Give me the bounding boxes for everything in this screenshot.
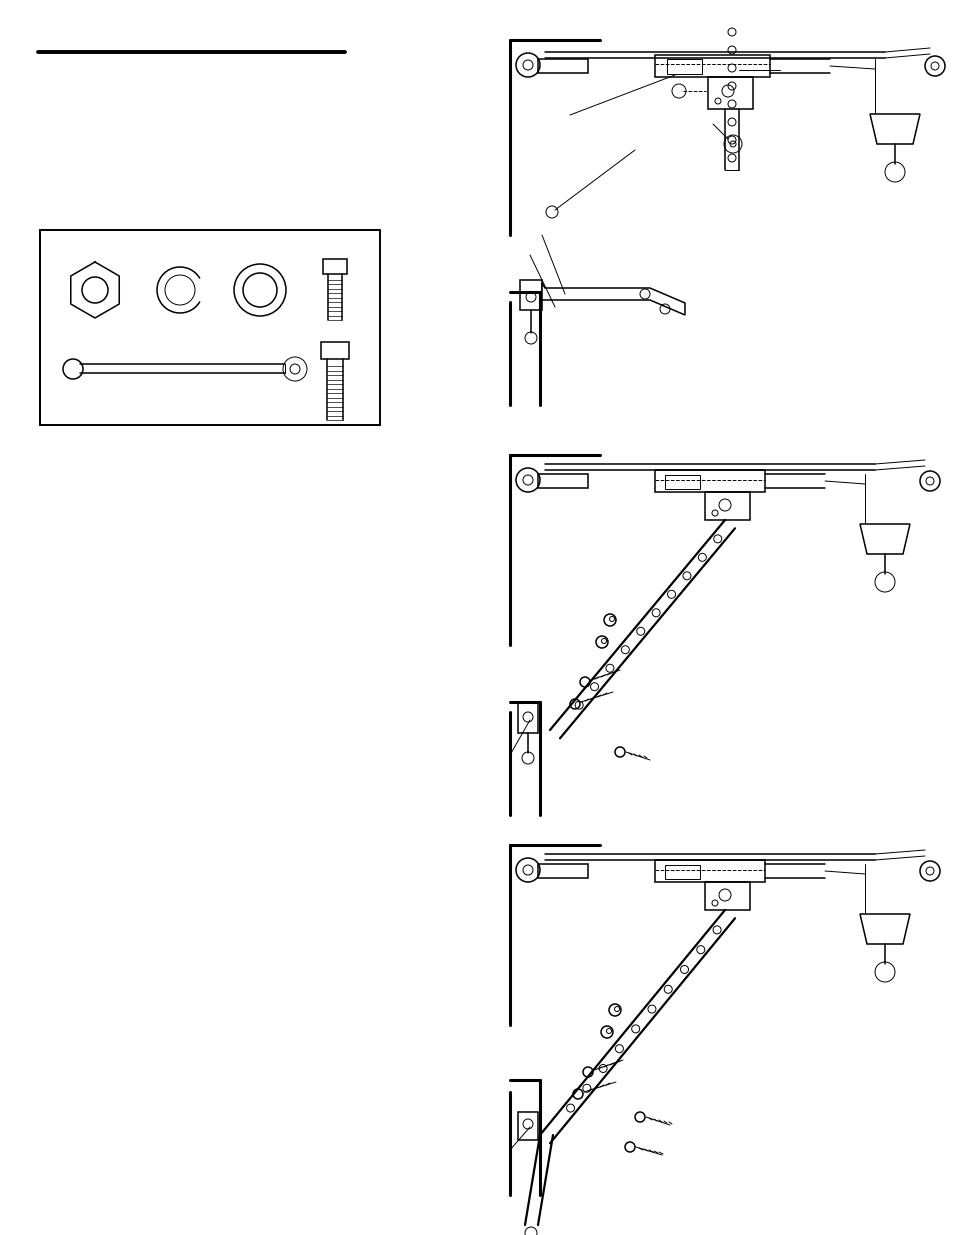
- Bar: [517, 703, 537, 734]
- Bar: [320, 342, 349, 359]
- Bar: [655, 56, 769, 77]
- Polygon shape: [869, 114, 919, 144]
- Bar: [664, 864, 700, 879]
- Bar: [323, 259, 347, 274]
- Bar: [704, 492, 749, 520]
- Bar: [40, 230, 379, 425]
- Bar: [519, 280, 541, 310]
- Polygon shape: [859, 914, 909, 944]
- Bar: [537, 474, 587, 488]
- Bar: [517, 1112, 537, 1140]
- Polygon shape: [859, 524, 909, 555]
- Bar: [537, 864, 587, 878]
- Bar: [537, 59, 587, 73]
- Bar: [707, 77, 752, 109]
- Bar: [664, 475, 700, 489]
- Bar: [666, 59, 701, 74]
- Polygon shape: [541, 283, 684, 315]
- Bar: [704, 882, 749, 910]
- Bar: [655, 471, 764, 492]
- Bar: [655, 860, 764, 882]
